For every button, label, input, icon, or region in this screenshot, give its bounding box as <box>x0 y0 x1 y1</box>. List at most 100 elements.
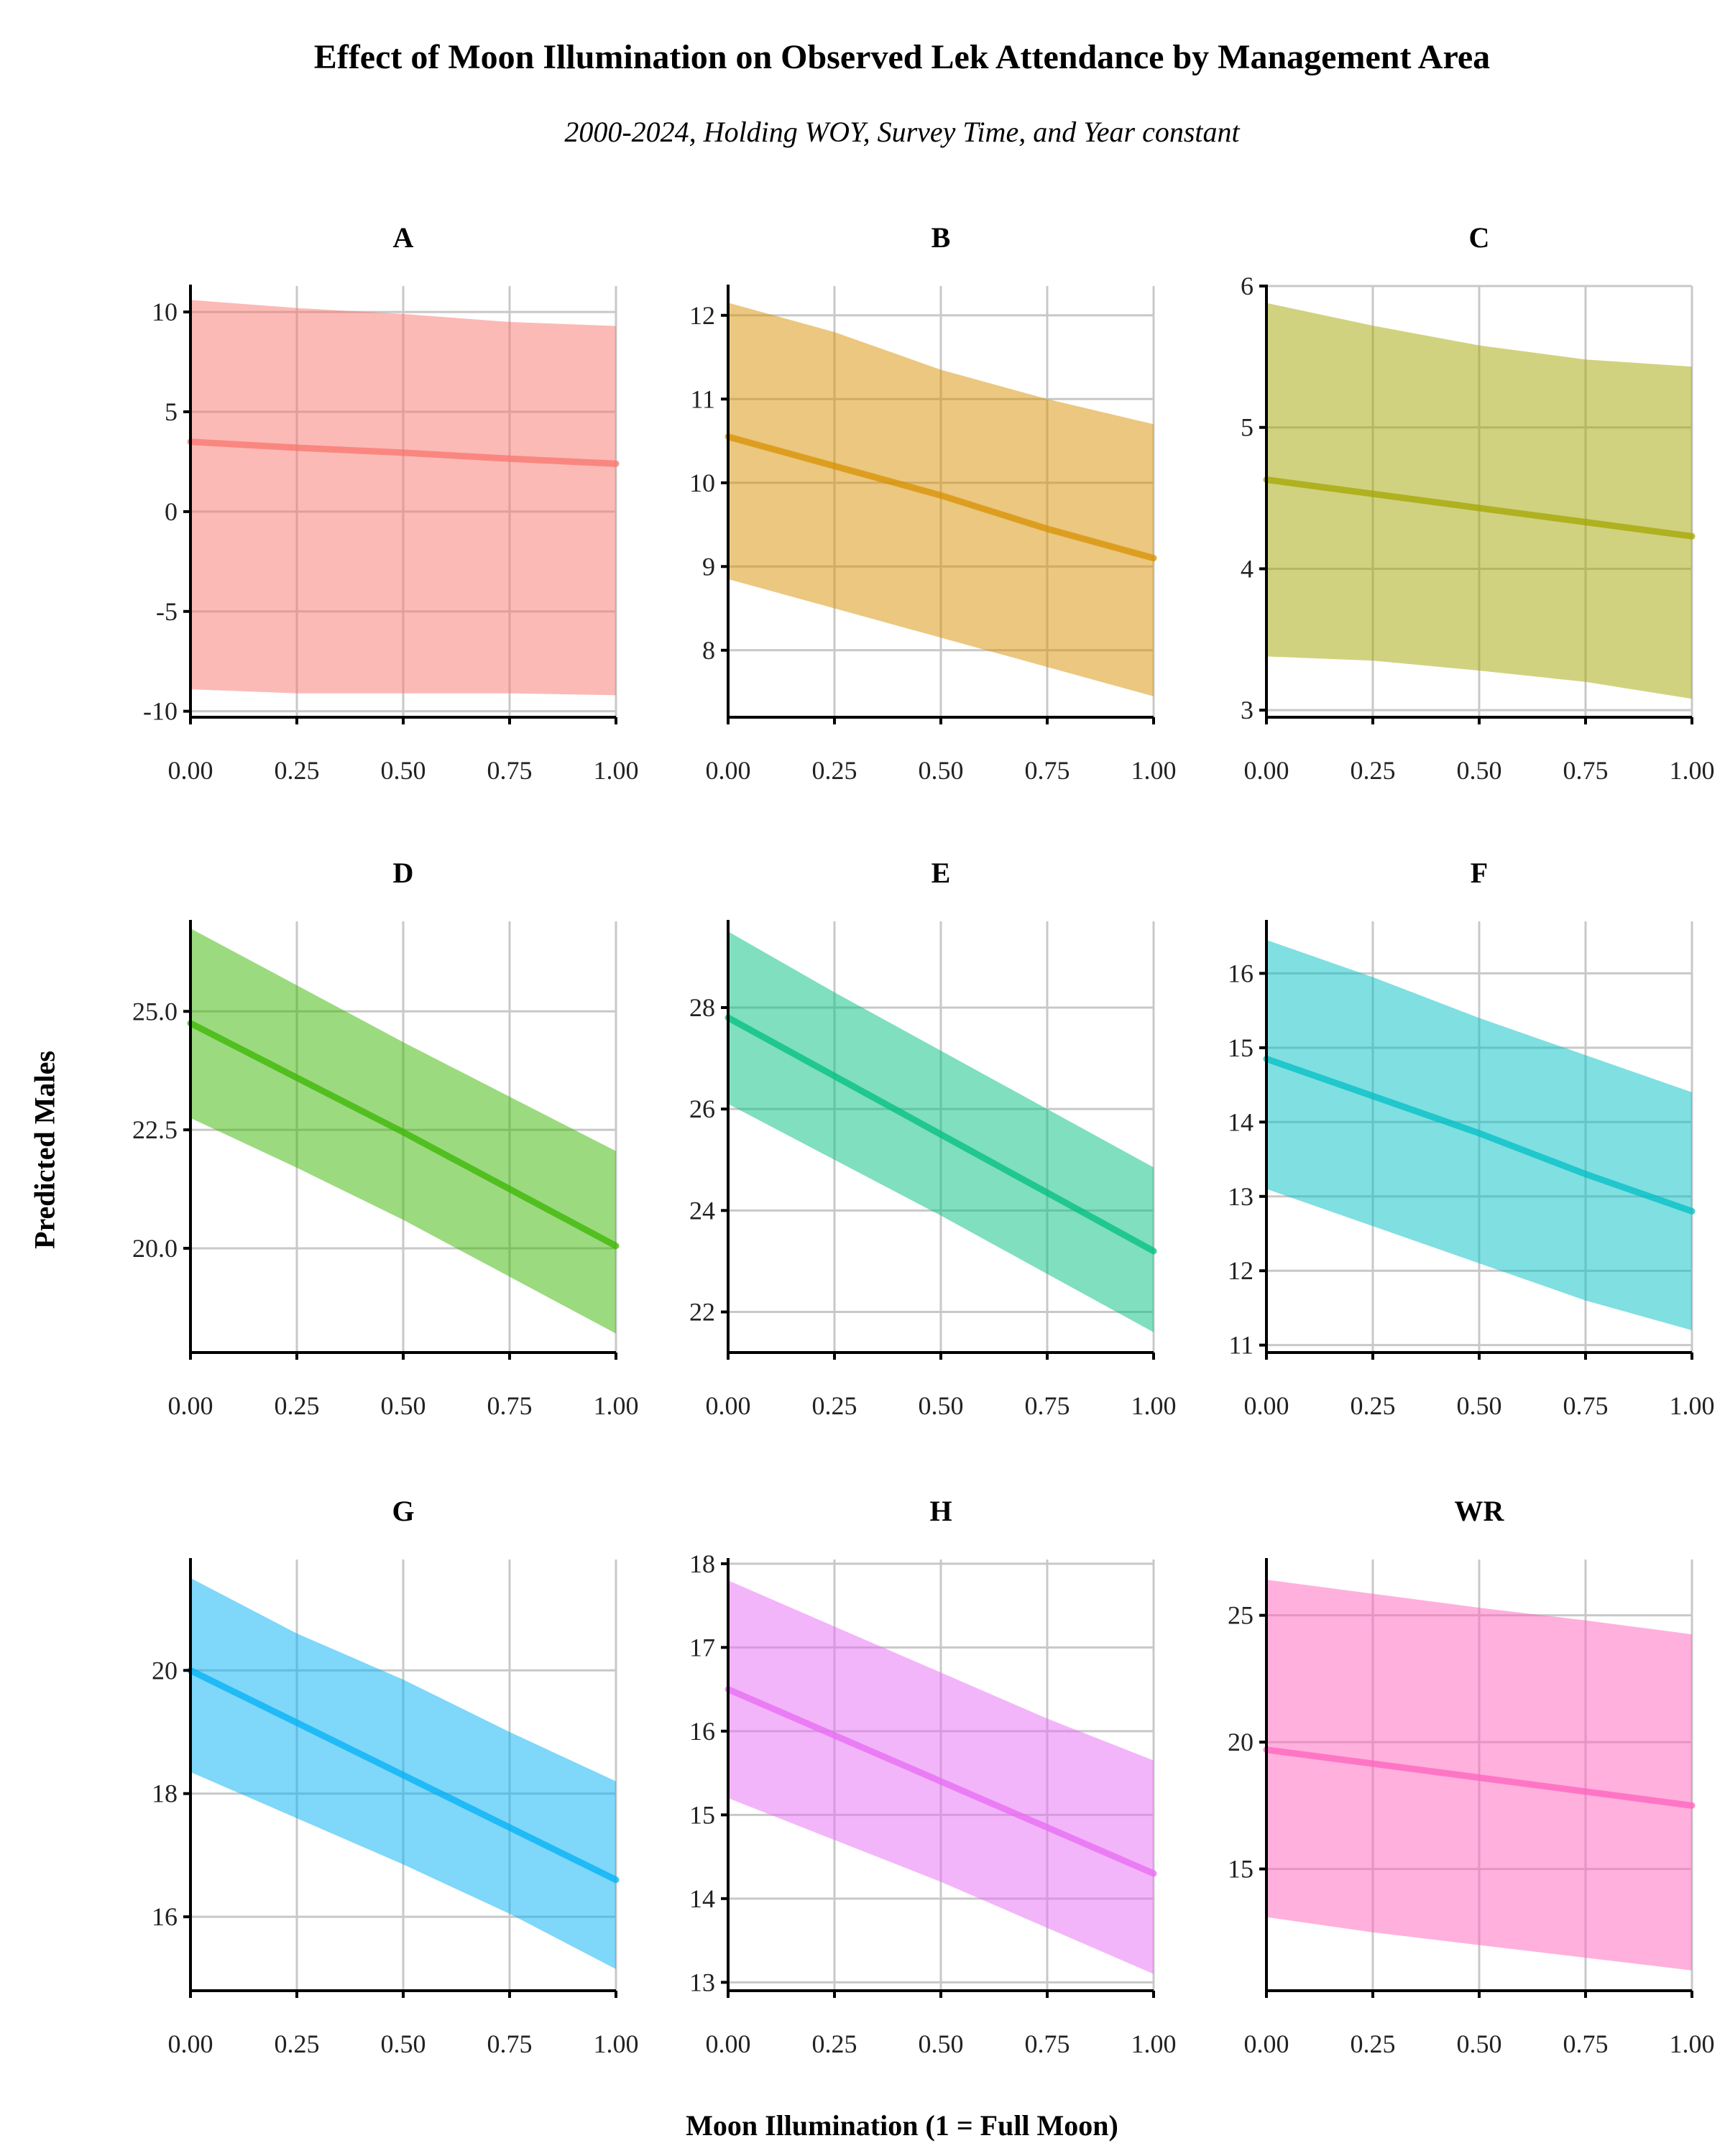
y-tick-label: 20 <box>152 1656 178 1685</box>
x-tick-label: 0.25 <box>275 756 320 785</box>
x-tick-label: 0.25 <box>275 2030 320 2058</box>
panel-title: F <box>1471 857 1488 889</box>
panel-wr: 25 20 15 0.00 0.25 0.50 0.75 1.00 WR <box>1228 1495 1715 2058</box>
x-axis-label: Moon Illumination (1 = Full Moon) <box>686 2109 1118 2142</box>
x-tick-label: 0.25 <box>812 756 857 785</box>
x-tick-label: 0.75 <box>1563 756 1609 785</box>
confidence-band <box>728 303 1154 696</box>
panel-title: D <box>393 857 414 889</box>
y-tick-label: 18 <box>689 1549 715 1578</box>
y-tick-label: 15 <box>1228 1855 1254 1884</box>
panel-a: 10 5 0 -5 -10 0.00 0.25 0.50 0.75 1.00 A <box>143 221 639 785</box>
x-tick-label: 1.00 <box>1670 1391 1715 1420</box>
x-tick-label: 0.75 <box>487 1391 533 1420</box>
y-tick-label: 13 <box>1228 1182 1254 1211</box>
y-tick-label: 5 <box>1241 413 1254 442</box>
y-tick-label: 22 <box>689 1298 715 1327</box>
y-tick-label: 16 <box>1228 959 1254 987</box>
y-tick-label: 8 <box>702 636 715 665</box>
y-tick-label: 20.0 <box>132 1234 178 1263</box>
y-tick-label: 10 <box>689 469 715 497</box>
y-tick-label: 16 <box>152 1902 178 1931</box>
y-tick-label: 3 <box>1241 696 1254 724</box>
x-tick-label: 0.50 <box>1457 2030 1502 2058</box>
y-tick-label: -5 <box>156 597 178 626</box>
x-tick-label: 0.50 <box>919 1391 964 1420</box>
panel-title: A <box>393 221 414 254</box>
x-tick-label: 0.00 <box>706 756 751 785</box>
y-tick-label: 17 <box>689 1633 715 1662</box>
y-tick-label: 14 <box>1228 1107 1254 1136</box>
confidence-band <box>1266 303 1692 699</box>
chart-subtitle: 2000-2024, Holding WOY, Survey Time, and… <box>564 116 1240 148</box>
panel-c: 6 5 4 3 0.00 0.25 0.50 0.75 1.00 C <box>1241 221 1715 785</box>
x-tick-label: 0.75 <box>1025 756 1070 785</box>
fit-line <box>1263 1746 1696 1809</box>
y-tick-label: 14 <box>689 1884 715 1913</box>
y-tick-label: 6 <box>1241 272 1254 300</box>
y-tick-label: 13 <box>689 1968 715 1996</box>
x-tick-label: 0.00 <box>706 2030 751 2058</box>
x-tick-label: 0.75 <box>1025 2030 1070 2058</box>
x-tick-label: 1.00 <box>1670 756 1715 785</box>
panel-title: WR <box>1455 1495 1505 1527</box>
y-tick-label: 28 <box>689 993 715 1022</box>
x-tick-label: 0.25 <box>1351 1391 1396 1420</box>
x-tick-label: 0.75 <box>487 2030 533 2058</box>
panel-h: 18 17 16 15 14 13 0.00 0.25 0.50 0.75 1.00 H <box>689 1495 1177 2058</box>
x-tick-label: 0.50 <box>1457 756 1502 785</box>
panel-e: 28 26 24 22 0.00 0.25 0.50 0.75 1.00 E <box>689 857 1177 1420</box>
x-tick-label: 0.50 <box>381 756 426 785</box>
panel-b: 12 11 10 9 8 0.00 0.25 0.50 0.75 1.00 B <box>689 221 1177 785</box>
x-tick-label: 1.00 <box>1131 2030 1177 2058</box>
fit-line <box>1263 1055 1696 1215</box>
x-tick-label: 0.75 <box>1025 1391 1070 1420</box>
x-tick-label: 1.00 <box>1131 756 1177 785</box>
x-tick-label: 1.00 <box>594 1391 639 1420</box>
fit-line <box>1263 476 1696 540</box>
x-tick-label: 1.00 <box>1670 2030 1715 2058</box>
fit-line <box>187 438 620 467</box>
y-tick-label: 25 <box>1228 1601 1254 1630</box>
y-tick-label: 22.5 <box>132 1115 178 1144</box>
x-tick-label: 1.00 <box>1131 1391 1177 1420</box>
x-tick-label: 0.50 <box>381 2030 426 2058</box>
x-tick-label: 0.00 <box>168 2030 213 2058</box>
y-tick-label: 0 <box>165 497 178 526</box>
panel-title: E <box>932 857 951 889</box>
y-tick-label: 11 <box>1228 1331 1254 1360</box>
y-tick-label: 26 <box>689 1095 715 1123</box>
y-tick-label: 24 <box>689 1196 715 1225</box>
y-tick-label: 20 <box>1228 1728 1254 1756</box>
x-tick-label: 0.75 <box>1563 2030 1609 2058</box>
x-tick-label: 1.00 <box>594 2030 639 2058</box>
x-tick-label: 1.00 <box>594 756 639 785</box>
x-tick-label: 0.25 <box>812 1391 857 1420</box>
y-tick-label: 9 <box>702 552 715 581</box>
y-tick-label: 5 <box>165 397 178 426</box>
fit-line <box>724 1014 1157 1255</box>
confidence-band <box>190 300 616 696</box>
y-tick-label: 10 <box>152 298 178 326</box>
panel-f: 16 15 14 13 12 11 0.00 0.25 0.50 0.75 1.00 F <box>1228 857 1715 1420</box>
x-tick-label: 0.00 <box>1244 1391 1289 1420</box>
fit-line <box>724 1686 1157 1877</box>
y-tick-label: 15 <box>1228 1033 1254 1062</box>
y-tick-label: 4 <box>1241 554 1254 583</box>
fit-line <box>187 1020 620 1250</box>
x-tick-label: 0.75 <box>1563 1391 1609 1420</box>
y-tick-label: 18 <box>152 1779 178 1808</box>
y-tick-label: 12 <box>1228 1256 1254 1285</box>
x-tick-label: 0.25 <box>1351 756 1396 785</box>
panel-title: C <box>1469 221 1490 254</box>
fit-line <box>724 433 1157 562</box>
x-tick-label: 0.50 <box>381 1391 426 1420</box>
x-tick-label: 0.00 <box>706 1391 751 1420</box>
y-tick-label: 11 <box>690 384 715 413</box>
x-tick-label: 0.00 <box>1244 2030 1289 2058</box>
fit-line <box>187 1667 620 1884</box>
panel-d: 25.0 22.5 20.0 0.00 0.25 0.50 0.75 1.00 D <box>132 857 639 1420</box>
x-tick-label: 0.00 <box>1244 756 1289 785</box>
x-tick-label: 0.75 <box>487 756 533 785</box>
